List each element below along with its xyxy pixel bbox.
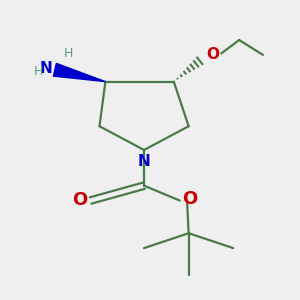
Text: N: N [138,154,150,169]
Text: O: O [206,47,220,62]
Text: H: H [64,47,73,60]
Text: O: O [73,191,88,209]
Text: O: O [182,190,198,208]
Polygon shape [53,63,105,82]
Text: H: H [34,65,43,78]
Text: N: N [39,61,52,76]
